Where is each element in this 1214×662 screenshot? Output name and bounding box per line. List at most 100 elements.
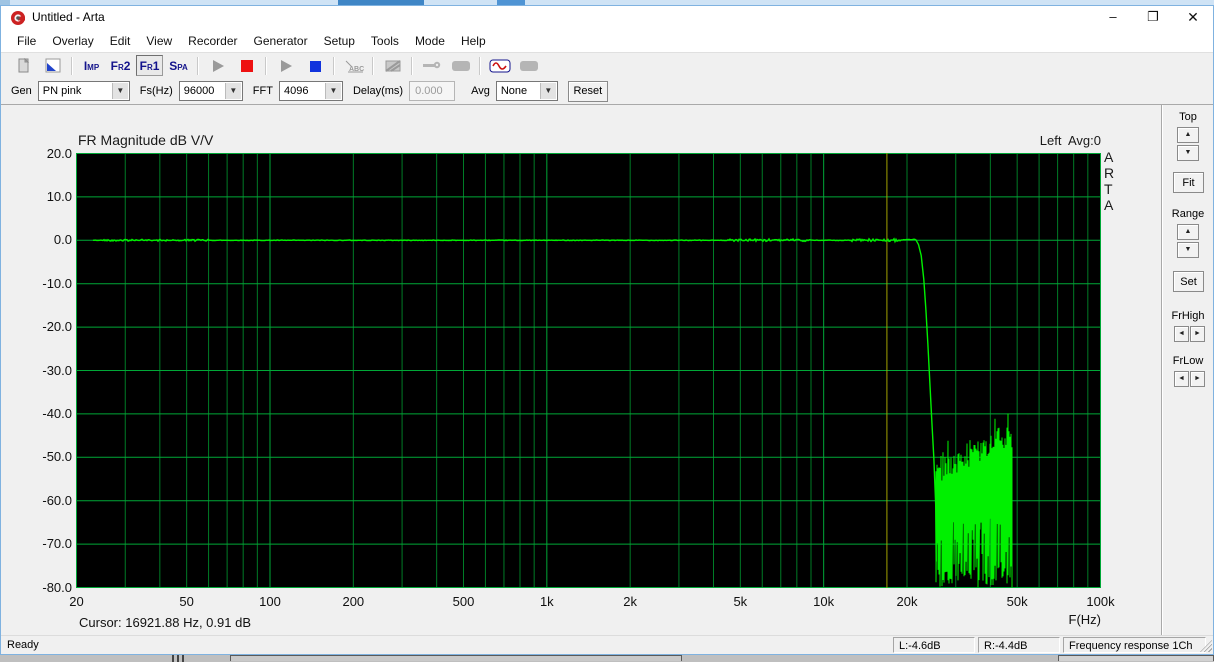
background-strip <box>172 655 184 662</box>
y-tick-label: 10.0 <box>46 188 72 204</box>
status-bar: Ready L:-4.6dB R:-4.4dB Frequency respon… <box>1 635 1213 654</box>
background-strip <box>497 0 525 5</box>
play-generator-icon[interactable] <box>272 55 299 76</box>
range-up-button[interactable]: ▲ <box>1177 224 1199 240</box>
y-tick-label: -70.0 <box>42 536 72 552</box>
top-spinner: ▲ ▼ <box>1177 127 1199 161</box>
y-tick-label: -50.0 <box>42 449 72 465</box>
toolbar-separator <box>333 56 335 75</box>
frhigh-arrows: ◄ ► <box>1174 326 1206 342</box>
svg-text:ABC: ABC <box>349 66 364 73</box>
x-tick-label: 200 <box>342 594 365 609</box>
y-tick-label: -30.0 <box>42 362 72 378</box>
status-ready: Ready <box>7 639 39 651</box>
frhigh-label: FrHigh <box>1171 310 1205 322</box>
abc-label-icon[interactable]: ABC <box>340 55 367 76</box>
fr2-mode-button[interactable]: Fr2 <box>110 58 131 73</box>
generator-type-select[interactable]: PN pink ▼ <box>37 81 130 101</box>
title-bar[interactable]: Untitled - Arta – ❐ ✕ <box>1 6 1213 30</box>
menu-item-setup[interactable]: Setup <box>323 34 355 48</box>
overlay-delete-icon[interactable] <box>379 55 406 76</box>
reset-button[interactable]: Reset <box>567 80 608 102</box>
menu-item-view[interactable]: View <box>146 34 173 48</box>
fr-plot[interactable] <box>76 153 1101 588</box>
set-button[interactable]: Set <box>1173 271 1204 292</box>
cursor-readout: Cursor: 16921.88 Hz, 0.91 dB <box>79 615 251 630</box>
window-title: Untitled - Arta <box>32 10 105 24</box>
menu-item-help[interactable]: Help <box>460 34 486 48</box>
avg-label: Avg <box>471 85 490 97</box>
top-down-button[interactable]: ▼ <box>1177 145 1199 161</box>
y-tick-label: 20.0 <box>46 145 72 161</box>
left-level-indicator: L:-4.6dB <box>893 637 975 653</box>
chevron-down-icon[interactable]: ▼ <box>539 83 556 99</box>
fft-size-select[interactable]: 4096 ▼ <box>278 81 343 101</box>
x-tick-label: 100k <box>1086 594 1115 609</box>
menu-item-file[interactable]: File <box>17 34 37 48</box>
fit-button[interactable]: Fit <box>1173 172 1204 193</box>
sample-rate-select[interactable]: 96000 ▼ <box>178 81 243 101</box>
control-bar: Gen PN pink ▼ Fs(Hz) 96000 ▼ FFT 4096 ▼ … <box>1 78 1213 104</box>
stop-generator-icon[interactable] <box>301 55 328 76</box>
toolbar-separator <box>265 56 267 75</box>
right-level-indicator: R:-4.4dB <box>978 637 1060 653</box>
menu-item-overlay[interactable]: Overlay <box>52 34 94 48</box>
y-tick-label: -10.0 <box>42 275 72 291</box>
play-record-icon[interactable] <box>204 55 231 76</box>
generator-type-value: PN pink <box>42 85 82 97</box>
sample-rate-value: 96000 <box>183 85 215 97</box>
frlow-right-button[interactable]: ► <box>1190 371 1205 387</box>
toolbar-separator <box>197 56 199 75</box>
close-button[interactable]: ✕ <box>1187 9 1199 25</box>
tool-blank2-icon[interactable] <box>515 55 542 76</box>
chart-title: FR Magnitude dB V/V <box>78 132 214 148</box>
frlow-left-button[interactable]: ◄ <box>1174 371 1189 387</box>
menu-item-tools[interactable]: Tools <box>370 34 399 48</box>
chevron-down-icon[interactable]: ▼ <box>111 83 128 99</box>
averaging-select[interactable]: None ▼ <box>495 81 558 101</box>
gen-label: Gen <box>11 85 32 97</box>
toolbar-separator <box>71 56 73 75</box>
chevron-down-icon[interactable]: ▼ <box>324 83 341 99</box>
toolbar-separator <box>411 56 413 75</box>
arta-watermark: A R T A <box>1104 149 1115 213</box>
menu-item-generator[interactable]: Generator <box>253 34 308 48</box>
menu-item-edit[interactable]: Edit <box>109 34 131 48</box>
frhigh-right-button[interactable]: ► <box>1190 326 1205 342</box>
background-window-bottom-sliver <box>0 655 1214 662</box>
x-axis-label: F(Hz) <box>1068 612 1102 627</box>
y-tick-label: -80.0 <box>42 579 72 595</box>
menu-bar: File Overlay Edit View Recorder Generator Setu… <box>1 30 1213 52</box>
new-file-icon[interactable] <box>10 55 37 76</box>
imp-mode-button[interactable]: Imp <box>83 58 100 73</box>
record-stop-icon[interactable] <box>233 55 260 76</box>
top-label: Top <box>1179 111 1197 123</box>
signal-generator-icon[interactable] <box>486 55 513 76</box>
background-strip <box>1058 655 1214 661</box>
x-tick-label: 1k <box>539 594 554 609</box>
background-strip <box>230 655 682 661</box>
maximize-button[interactable]: ❐ <box>1147 9 1159 24</box>
x-tick-label: 500 <box>452 594 475 609</box>
plot-sidebar: Top ▲ ▼ Fit Range ▲ ▼ Set FrHigh ◄ ► FrL… <box>1161 105 1213 635</box>
chevron-down-icon[interactable]: ▼ <box>224 83 241 99</box>
plot-client-area: FR Magnitude dB V/V Left Avg:0 A R T A F… <box>1 104 1213 635</box>
measurement-mode-indicator: Frequency response 1Ch <box>1063 637 1206 653</box>
calibrate-icon[interactable] <box>418 55 445 76</box>
overlay-pen-icon[interactable] <box>39 55 66 76</box>
arta-window: Untitled - Arta – ❐ ✕ File Overlay Edit Vie… <box>0 5 1214 655</box>
frhigh-left-button[interactable]: ◄ <box>1174 326 1189 342</box>
arta-logo-icon <box>11 11 25 25</box>
menu-item-recorder[interactable]: Recorder <box>188 34 238 48</box>
delay-label: Delay(ms) <box>352 85 404 97</box>
range-down-button[interactable]: ▼ <box>1177 242 1199 258</box>
minimize-button[interactable]: – <box>1109 9 1117 24</box>
menu-item-mode[interactable]: Mode <box>414 34 445 48</box>
averaging-value: None <box>500 85 528 97</box>
spa-mode-button[interactable]: Spa <box>169 58 188 73</box>
fr1-mode-button[interactable]: Fr1 <box>136 55 163 76</box>
x-tick-label: 5k <box>733 594 748 609</box>
top-up-button[interactable]: ▲ <box>1177 127 1199 143</box>
range-spinner: ▲ ▼ <box>1177 224 1199 258</box>
tool-blank1-icon[interactable] <box>447 55 474 76</box>
